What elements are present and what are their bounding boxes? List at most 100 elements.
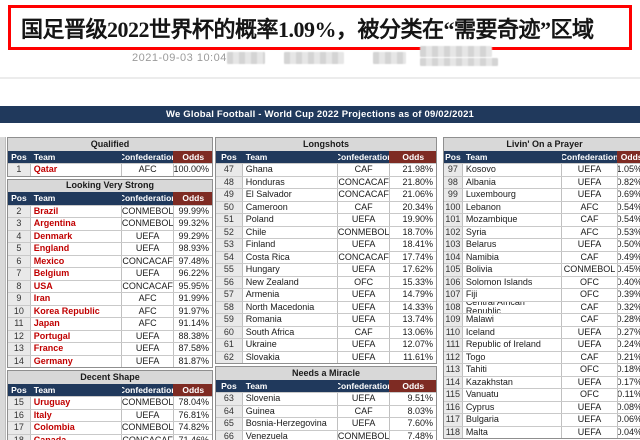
odds-cell: 0.18% bbox=[617, 364, 640, 376]
pos-cell-header: Pos bbox=[444, 150, 462, 163]
team-row: 57 Armenia UEFA 14.79% bbox=[216, 288, 436, 301]
confederation-cell: CONCACAF bbox=[336, 189, 389, 201]
odds-cell: 0.54% bbox=[617, 214, 640, 226]
pos-cell: 102 bbox=[444, 226, 462, 238]
pos-cell: 99 bbox=[444, 189, 462, 201]
odds-cell: 21.06% bbox=[389, 189, 436, 201]
team-row: 63 Slovenia UEFA 9.51% bbox=[216, 392, 436, 405]
pos-cell: 118 bbox=[444, 426, 462, 438]
pos-cell: 63 bbox=[216, 393, 242, 405]
team-row: 101MozambiqueCAF0.54% bbox=[444, 213, 640, 226]
confederation-cell: UEFA bbox=[560, 414, 617, 426]
confederation-cell: UEFA bbox=[120, 330, 173, 342]
odds-cell: 21.98% bbox=[389, 164, 436, 176]
pos-cell: 109 bbox=[444, 314, 462, 326]
section-header-row: Longshots bbox=[216, 138, 436, 151]
team-cell: England bbox=[29, 243, 121, 255]
confederation-cell-header: Confederation bbox=[120, 150, 174, 163]
pos-cell: 9 bbox=[8, 293, 30, 305]
redacted-source-text bbox=[373, 52, 406, 64]
team-cell: El Salvador bbox=[241, 189, 337, 201]
pos-cell: 61 bbox=[216, 339, 242, 351]
team-row: 9 Iran AFC 91.99% bbox=[8, 292, 212, 305]
redacted-source-text bbox=[227, 52, 265, 64]
team-cell: Portugal bbox=[29, 330, 121, 342]
odds-cell: 11.61% bbox=[389, 351, 436, 363]
redacted-source-text bbox=[284, 52, 344, 64]
odds-cell: 76.81% bbox=[173, 409, 212, 421]
team-row: 102SyriaAFC0.53% bbox=[444, 225, 640, 238]
team-row: 116CyprusUEFA0.08% bbox=[444, 400, 640, 413]
odds-cell: 87.58% bbox=[173, 343, 212, 355]
team-cell-header: Team bbox=[241, 150, 337, 163]
pos-cell-header: Pos bbox=[216, 379, 242, 392]
odds-cell: 100.00% bbox=[173, 164, 212, 176]
confederation-cell: OFC bbox=[560, 289, 617, 301]
team-row: 59 Romania UEFA 13.74% bbox=[216, 313, 436, 326]
team-row: 2 Brazil CONMEBOL 99.99% bbox=[8, 204, 212, 217]
team-cell: Bolivia bbox=[461, 264, 561, 276]
odds-cell: 20.34% bbox=[389, 201, 436, 213]
confederation-cell: CAF bbox=[560, 351, 617, 363]
odds-cell: 13.06% bbox=[389, 326, 436, 338]
team-row: 17 Colombia CONMEBOL 74.82% bbox=[8, 421, 212, 434]
pos-cell: 10 bbox=[8, 305, 30, 317]
odds-cell: 91.14% bbox=[173, 318, 212, 330]
team-row: 99LuxembourgUEFA0.69% bbox=[444, 188, 640, 201]
team-row: 64 Guinea CAF 8.03% bbox=[216, 404, 436, 417]
team-cell: Armenia bbox=[241, 289, 337, 301]
team-row: 49 El Salvador CONCACAF 21.06% bbox=[216, 188, 436, 201]
team-cell: Kazakhstan bbox=[461, 376, 561, 388]
team-cell: Chile bbox=[241, 226, 337, 238]
confederation-cell: UEFA bbox=[336, 289, 390, 301]
odds-cell: 18.70% bbox=[389, 226, 436, 238]
team-cell: Cameroon bbox=[241, 201, 337, 213]
confederation-cell: UEFA bbox=[336, 351, 390, 363]
pos-cell: 4 bbox=[8, 230, 30, 242]
odds-cell: 7.48% bbox=[389, 430, 436, 440]
odds-cell: 0.40% bbox=[617, 276, 640, 288]
confederation-cell: OFC bbox=[560, 389, 617, 401]
team-row: 56 New Zealand OFC 15.33% bbox=[216, 275, 436, 288]
pos-cell: 108 bbox=[444, 301, 462, 313]
team-cell: Denmark bbox=[29, 230, 121, 242]
odds-cell: 74.82% bbox=[173, 422, 212, 434]
odds-cell: 15.33% bbox=[389, 276, 436, 288]
team-row: 14 Germany UEFA 81.87% bbox=[8, 354, 212, 367]
longshots-table: Longshots Pos Team Confederation Odds 47 Ghana… bbox=[215, 137, 437, 440]
pos-cell: 101 bbox=[444, 214, 462, 226]
team-row: 3 Argentina CONMEBOL 99.32% bbox=[8, 217, 212, 230]
confederation-cell: CAF bbox=[336, 405, 390, 417]
livin-on-a-prayer-table: Livin' On a Prayer Pos Team Confederation Od… bbox=[443, 137, 640, 439]
confederation-cell: CAF bbox=[336, 164, 390, 176]
pos-cell-header: Pos bbox=[216, 150, 242, 163]
confederation-cell: UEFA bbox=[560, 339, 617, 351]
spreadsheet-edge-strip bbox=[0, 137, 6, 440]
table-block: Decent Shape Pos Team Confederation Odds 15 Ur… bbox=[7, 370, 213, 440]
team-cell: Tahiti bbox=[461, 364, 561, 376]
team-cell: New Zealand bbox=[241, 276, 337, 288]
team-cell: Belarus bbox=[461, 239, 561, 251]
team-row: 58 North Macedonia UEFA 14.33% bbox=[216, 300, 436, 313]
confederation-cell: UEFA bbox=[336, 264, 390, 276]
qualified-table: Qualified Pos Team Confederation Odds 1 Qatar A… bbox=[7, 137, 213, 440]
pos-cell-header: Pos bbox=[8, 383, 30, 396]
pos-cell: 111 bbox=[444, 339, 462, 351]
odds-cell: 17.74% bbox=[389, 251, 436, 263]
team-cell: Iran bbox=[29, 293, 121, 305]
pos-cell: 62 bbox=[216, 351, 242, 363]
team-row: 6 Mexico CONCACAF 97.48% bbox=[8, 254, 212, 267]
pos-cell: 117 bbox=[444, 414, 462, 426]
confederation-cell: CONCACAF bbox=[120, 280, 173, 292]
confederation-cell: AFC bbox=[560, 226, 617, 238]
odds-cell: 78.04% bbox=[173, 397, 212, 409]
confederation-cell: AFC bbox=[120, 318, 173, 330]
odds-cell: 0.24% bbox=[617, 339, 640, 351]
confederation-cell: AFC bbox=[560, 201, 617, 213]
odds-cell: 97.48% bbox=[173, 255, 212, 267]
confederation-cell: UEFA bbox=[560, 239, 617, 251]
team-row: 53 Finland UEFA 18.41% bbox=[216, 238, 436, 251]
team-cell: Brazil bbox=[29, 205, 121, 217]
pos-cell-header: Pos bbox=[8, 192, 30, 205]
odds-cell-header: Odds bbox=[173, 192, 213, 205]
